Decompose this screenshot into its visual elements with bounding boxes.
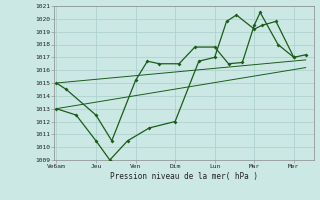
X-axis label: Pression niveau de la mer( hPa ): Pression niveau de la mer( hPa )	[110, 172, 258, 181]
